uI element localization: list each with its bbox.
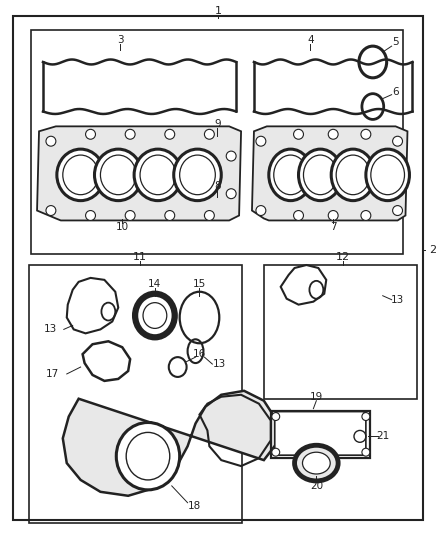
Bar xyxy=(208,200,227,213)
Ellipse shape xyxy=(272,413,280,421)
Ellipse shape xyxy=(46,136,56,146)
Text: 18: 18 xyxy=(188,500,201,511)
Ellipse shape xyxy=(226,189,236,199)
Ellipse shape xyxy=(366,149,410,200)
Ellipse shape xyxy=(392,206,403,215)
Text: 21: 21 xyxy=(376,431,389,441)
Bar xyxy=(29,265,242,522)
Ellipse shape xyxy=(85,130,95,139)
Text: 13: 13 xyxy=(391,295,404,305)
Ellipse shape xyxy=(256,136,266,146)
Text: 10: 10 xyxy=(116,222,129,232)
Ellipse shape xyxy=(143,303,167,328)
Ellipse shape xyxy=(226,151,236,161)
Ellipse shape xyxy=(269,149,312,200)
Ellipse shape xyxy=(165,130,175,139)
Polygon shape xyxy=(252,126,407,221)
Text: 16: 16 xyxy=(193,349,206,359)
Polygon shape xyxy=(37,126,241,221)
Ellipse shape xyxy=(125,130,135,139)
Ellipse shape xyxy=(295,445,338,481)
Text: 12: 12 xyxy=(336,252,350,262)
Ellipse shape xyxy=(293,211,304,221)
Ellipse shape xyxy=(328,211,338,221)
Ellipse shape xyxy=(361,130,371,139)
Ellipse shape xyxy=(392,136,403,146)
Ellipse shape xyxy=(85,211,95,221)
Ellipse shape xyxy=(293,130,304,139)
Ellipse shape xyxy=(328,130,338,139)
Bar xyxy=(205,198,230,215)
Text: 14: 14 xyxy=(148,279,162,289)
Text: 19: 19 xyxy=(310,392,323,402)
Ellipse shape xyxy=(303,452,330,474)
Text: 17: 17 xyxy=(46,369,60,379)
Bar xyxy=(31,30,403,254)
Ellipse shape xyxy=(95,149,142,200)
Text: 3: 3 xyxy=(117,35,124,45)
Text: 7: 7 xyxy=(330,222,336,232)
Text: 1: 1 xyxy=(215,6,222,17)
Ellipse shape xyxy=(57,149,104,200)
Text: 5: 5 xyxy=(392,37,399,47)
Bar xyxy=(271,410,370,458)
Ellipse shape xyxy=(331,149,375,200)
Text: 4: 4 xyxy=(307,35,314,45)
Text: 9: 9 xyxy=(214,119,221,130)
Text: 13: 13 xyxy=(213,359,226,369)
Ellipse shape xyxy=(134,149,182,200)
Ellipse shape xyxy=(362,413,370,421)
Ellipse shape xyxy=(361,211,371,221)
Ellipse shape xyxy=(205,130,214,139)
Ellipse shape xyxy=(299,149,342,200)
Polygon shape xyxy=(63,391,277,496)
Text: 6: 6 xyxy=(392,87,399,96)
Ellipse shape xyxy=(125,211,135,221)
Ellipse shape xyxy=(272,448,280,456)
Text: 8: 8 xyxy=(214,181,221,191)
Ellipse shape xyxy=(116,423,180,490)
Text: 2: 2 xyxy=(429,245,436,255)
FancyBboxPatch shape xyxy=(275,411,366,455)
Text: 13: 13 xyxy=(44,325,57,334)
Ellipse shape xyxy=(46,206,56,215)
Ellipse shape xyxy=(205,211,214,221)
Text: 11: 11 xyxy=(133,252,147,262)
Text: 15: 15 xyxy=(193,279,206,289)
Ellipse shape xyxy=(174,149,221,200)
Ellipse shape xyxy=(256,206,266,215)
Ellipse shape xyxy=(362,448,370,456)
Ellipse shape xyxy=(165,211,175,221)
Bar xyxy=(264,265,417,399)
Text: 20: 20 xyxy=(310,481,323,491)
